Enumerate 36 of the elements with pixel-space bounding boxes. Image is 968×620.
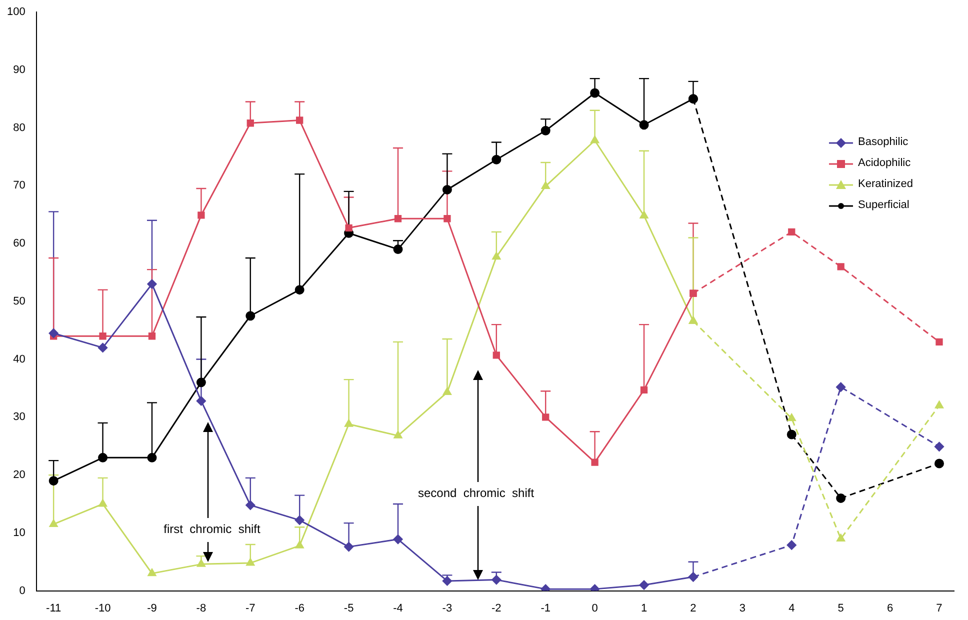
x-tick-label: -8: [196, 602, 206, 614]
y-tick-label: 10: [13, 526, 26, 539]
x-tick-label: 3: [739, 602, 746, 614]
legend-label: Basophilic: [858, 135, 908, 150]
y-tick-label: 90: [13, 64, 26, 76]
y-tick-label: 70: [13, 180, 26, 192]
x-tick-label: -3: [442, 602, 452, 614]
x-tick-label: 2: [690, 602, 696, 614]
x-tick-label: -2: [492, 602, 502, 614]
x-tick-label: -9: [147, 602, 157, 614]
y-tick-label: 20: [13, 469, 26, 482]
y-tick-label: 0: [19, 584, 26, 597]
legend-label: Acidophilic: [858, 156, 911, 171]
x-tick-label: 6: [886, 602, 894, 614]
y-tick-label: 30: [13, 411, 26, 424]
x-tick-label: -6: [294, 602, 304, 614]
y-tick-label: 60: [13, 238, 26, 250]
x-tick-label: 0: [592, 602, 598, 614]
x-tick-label: -1: [540, 602, 550, 614]
x-tick-label: 7: [936, 602, 942, 614]
annotation: second chromic shift: [418, 486, 534, 500]
y-tick-label: 80: [13, 122, 26, 134]
x-tick-label: -4: [393, 602, 403, 614]
y-tick-label: 50: [13, 295, 26, 308]
x-tick-label: 4: [788, 602, 795, 614]
legend-label: Keratinized: [858, 177, 914, 192]
x-tick-label: -7: [246, 602, 256, 614]
x-tick-label: 5: [838, 602, 844, 614]
annotation: first chromic shift: [164, 522, 260, 536]
x-tick-label: -5: [344, 602, 354, 614]
x-tick-label: -11: [46, 602, 62, 614]
legend-label: Superficial: [858, 198, 910, 213]
x-tick-label: -10: [94, 602, 111, 614]
x-tick-label: 1: [640, 602, 648, 614]
y-tick-label: 40: [13, 353, 26, 366]
y-tick-label: 100: [6, 6, 26, 18]
